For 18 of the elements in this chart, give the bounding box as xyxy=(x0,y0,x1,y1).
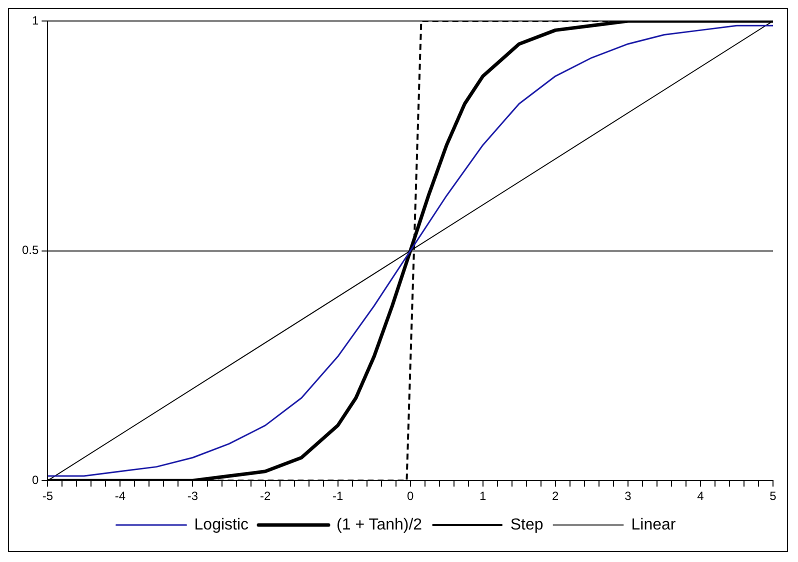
legend-label: Linear xyxy=(631,516,676,534)
legend-label: Logistic xyxy=(194,516,249,534)
x-tick-label: -3 xyxy=(187,489,198,504)
y-tick-label: 1 xyxy=(32,13,39,28)
legend-label: Step xyxy=(510,516,544,534)
x-tick-label: -1 xyxy=(332,489,344,504)
x-tick-label: 3 xyxy=(624,489,632,504)
x-tick-label: 2 xyxy=(552,489,560,504)
x-tick-label: -4 xyxy=(114,489,126,504)
x-tick-label: 4 xyxy=(697,489,704,504)
x-tick-label: 5 xyxy=(770,489,777,504)
x-tick-label: -5 xyxy=(42,489,54,504)
x-tick-label: -2 xyxy=(260,489,271,504)
y-tick-label: 0 xyxy=(32,472,39,487)
legend-label: (1 + Tanh)/2 xyxy=(336,516,422,534)
x-tick-label: 1 xyxy=(480,489,487,504)
y-tick-label: 0.5 xyxy=(22,243,39,258)
x-tick-label: 0 xyxy=(406,489,414,504)
